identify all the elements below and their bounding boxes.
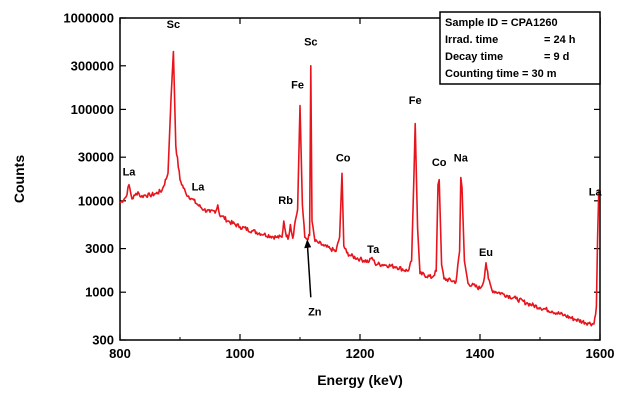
peak-label-na: Na (454, 152, 469, 164)
peak-label-la: La (123, 166, 137, 178)
peak-label-la: La (192, 181, 206, 193)
y-tick-label: 300000 (71, 58, 114, 73)
y-tick-label: 1000 (85, 285, 114, 300)
y-axis-title: Counts (11, 155, 27, 203)
peak-labels: La Sc La Rb Fe Sc Co Ta Fe Co Na Eu La Zn (123, 19, 603, 318)
peak-label-sc: Sc (167, 19, 180, 31)
info-line-label: Irrad. time (445, 34, 498, 46)
y-tick-label: 1000000 (63, 11, 114, 26)
x-tick-label: 1000 (226, 346, 255, 361)
peak-label-co: Co (336, 152, 351, 164)
info-box: Sample ID = CPA1260 Irrad. time = 24 h Deca… (439, 11, 601, 85)
peak-label-rb: Rb (278, 195, 293, 207)
axes: 800 1000 1200 1400 1600 300 1000 3000 10000 30000… (63, 11, 614, 362)
y-tick-label: 100000 (71, 102, 114, 117)
x-tick-label: 1600 (586, 346, 615, 361)
peak-label-sc: Sc (304, 37, 317, 49)
peak-label-fe: Fe (291, 79, 304, 91)
peak-label-ta: Ta (367, 244, 380, 256)
info-line-value: = 24 h (544, 34, 576, 46)
info-line-label: Decay time (445, 51, 503, 63)
peak-label-la: La (589, 186, 603, 198)
peak-label-co: Co (432, 157, 447, 169)
x-tick-label: 1400 (466, 346, 495, 361)
y-tick-label: 30000 (78, 150, 114, 165)
peak-label-zn: Zn (308, 306, 322, 318)
info-box-frame (439, 11, 601, 85)
x-tick-label: 1200 (346, 346, 375, 361)
zn-arrow-head (304, 239, 312, 249)
y-tick-label: 3000 (85, 241, 114, 256)
peak-label-eu: Eu (479, 247, 493, 259)
x-tick-label: 800 (109, 346, 131, 361)
zn-arrow-line (306, 241, 312, 298)
y-tick-label: 10000 (78, 193, 114, 208)
spectrum-line (119, 50, 600, 327)
x-axis-title: Energy (keV) (317, 372, 403, 388)
y-tick-label: 300 (92, 333, 114, 348)
peak-label-fe: Fe (409, 95, 422, 107)
info-line-label: Counting time = 30 m (445, 68, 557, 80)
plot-area (119, 50, 600, 327)
info-line-label: Sample ID = CPA1260 (445, 17, 558, 29)
info-line-value: = 9 d (544, 51, 569, 63)
